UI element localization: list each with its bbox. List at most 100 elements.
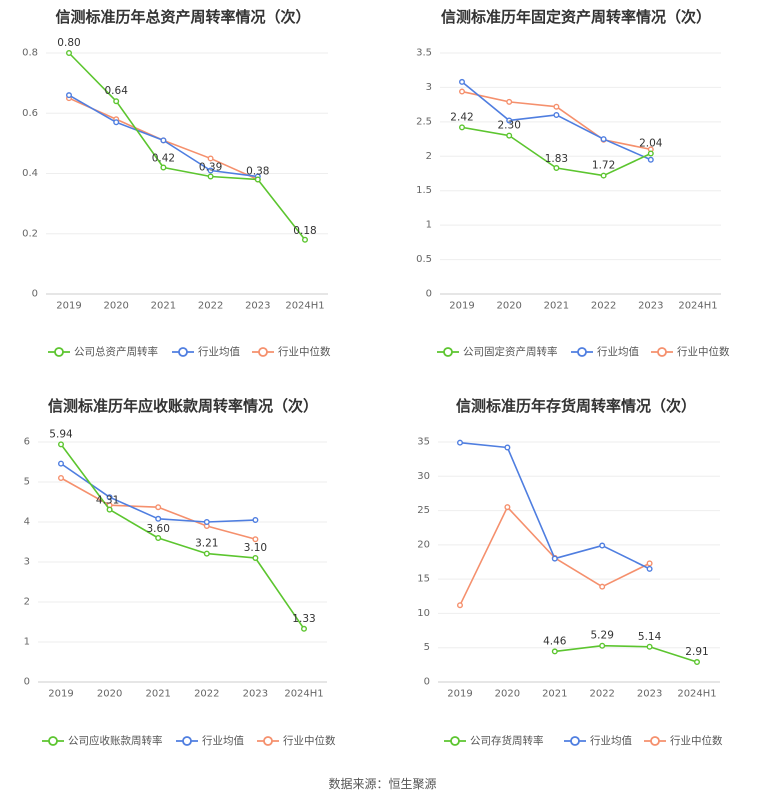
data-point bbox=[155, 504, 162, 511]
legend-item-1: 公司存货周转率 bbox=[444, 734, 544, 747]
data-label: 2.42 bbox=[450, 111, 473, 123]
y-tick-label: 3.5 bbox=[416, 48, 432, 59]
y-tick-label: 5 bbox=[424, 642, 430, 653]
legend-marker bbox=[48, 736, 58, 746]
data-point bbox=[457, 439, 464, 446]
x-tick-label: 2019 bbox=[48, 689, 73, 700]
y-tick-label: 0 bbox=[24, 677, 30, 688]
data-label: 5.29 bbox=[591, 630, 614, 642]
data-point bbox=[647, 150, 654, 157]
legend-item-1: 公司总资产周转率 bbox=[48, 345, 158, 358]
data-point bbox=[207, 167, 214, 174]
y-tick-label: 35 bbox=[417, 437, 430, 448]
chart-4: 信测标准历年存货周转率情况（次） 0 5 10 15 20 25 30 35 2019 2020 20… bbox=[417, 397, 723, 747]
series-line-1 bbox=[554, 644, 698, 663]
data-point bbox=[58, 475, 65, 482]
y-tick-label: 0.4 bbox=[22, 168, 38, 179]
legend-item-3: 行业中位数 bbox=[651, 345, 730, 358]
chart-2: 信测标准历年固定资产周转率情况（次） 0 0.5 1 1.5 2 2.5 3 3.5 2019 20… bbox=[416, 8, 730, 358]
legend-item-1: 公司固定资产周转率 bbox=[437, 345, 558, 358]
legend-marker bbox=[657, 347, 667, 357]
legend-marker bbox=[450, 736, 460, 746]
x-tick-label: 2019 bbox=[447, 689, 472, 700]
y-tick-label: 3 bbox=[24, 557, 30, 568]
data-point bbox=[599, 583, 606, 590]
series-line-3 bbox=[461, 90, 651, 151]
data-label: 5.94 bbox=[49, 428, 73, 440]
legend-marker bbox=[577, 347, 587, 357]
legend-label: 公司应收账款周转率 bbox=[68, 734, 163, 747]
x-tick-label: 2020 bbox=[495, 689, 520, 700]
legend-marker bbox=[650, 736, 660, 746]
data-point bbox=[599, 642, 606, 649]
legend-marker bbox=[182, 736, 192, 746]
x-tick-label: 2023 bbox=[638, 301, 663, 312]
legend-marker bbox=[54, 347, 64, 357]
data-point bbox=[600, 136, 607, 143]
chart-title: 信测标准历年应收账款周转率情况（次） bbox=[48, 397, 318, 415]
data-point bbox=[65, 92, 72, 99]
data-point bbox=[203, 550, 210, 557]
x-tick-label: 2019 bbox=[449, 301, 474, 312]
data-label: 3.21 bbox=[195, 538, 218, 550]
data-label: 2.91 bbox=[685, 646, 708, 658]
data-point bbox=[254, 176, 261, 183]
legend-label: 行业均值 bbox=[198, 345, 240, 358]
data-label: 4.46 bbox=[543, 635, 567, 647]
legend-label: 行业均值 bbox=[590, 734, 632, 747]
data-source-note: 数据来源：恒生聚源 bbox=[328, 777, 437, 791]
x-tick-label: 2023 bbox=[637, 689, 662, 700]
chart-title: 信测标准历年固定资产周转率情况（次） bbox=[441, 8, 711, 26]
y-tick-label: 4 bbox=[24, 517, 30, 528]
x-tick-label: 2022 bbox=[591, 301, 616, 312]
y-tick-label: 2 bbox=[426, 151, 432, 162]
y-tick-label: 2 bbox=[24, 597, 30, 608]
legend-item-2: 行业均值 bbox=[564, 734, 632, 747]
legend-marker bbox=[443, 347, 453, 357]
data-label: 0.38 bbox=[246, 166, 269, 178]
legend-label: 行业中位数 bbox=[278, 345, 331, 358]
y-tick-label: 25 bbox=[417, 505, 430, 516]
legend-item-3: 行业中位数 bbox=[257, 734, 336, 747]
legend-label: 公司存货周转率 bbox=[470, 734, 544, 747]
data-point bbox=[113, 119, 120, 126]
y-tick-label: 2.5 bbox=[416, 116, 432, 127]
data-point bbox=[459, 124, 466, 131]
y-tick-label: 0 bbox=[32, 289, 38, 300]
legend-label: 行业均值 bbox=[597, 345, 639, 358]
data-label: 0.42 bbox=[152, 152, 175, 164]
x-tick-label: 2024H1 bbox=[284, 689, 323, 700]
y-tick-label: 3 bbox=[426, 82, 432, 93]
legend-item-2: 行业均值 bbox=[176, 734, 244, 747]
legend-label: 行业中位数 bbox=[677, 345, 730, 358]
data-point bbox=[506, 117, 513, 124]
legend-marker bbox=[258, 347, 268, 357]
data-label: 0.18 bbox=[293, 225, 316, 237]
series-line-2 bbox=[459, 441, 650, 570]
data-point bbox=[65, 50, 72, 57]
data-point bbox=[113, 98, 120, 105]
data-point bbox=[160, 137, 167, 144]
data-label: 5.14 bbox=[638, 631, 662, 643]
y-tick-label: 0 bbox=[424, 677, 430, 688]
series-line-1 bbox=[60, 443, 305, 630]
legend-label: 公司总资产周转率 bbox=[74, 345, 158, 358]
data-point bbox=[106, 506, 113, 513]
data-point bbox=[600, 172, 607, 179]
data-point bbox=[155, 515, 162, 522]
data-point bbox=[646, 643, 653, 650]
x-tick-label: 2022 bbox=[198, 301, 223, 312]
data-point bbox=[553, 111, 560, 118]
data-point bbox=[58, 460, 65, 467]
data-label: 3.10 bbox=[244, 542, 267, 554]
y-tick-label: 5 bbox=[24, 477, 30, 488]
data-point bbox=[553, 103, 560, 110]
chart-1: 信测标准历年总资产周转率情况（次） 0 0.2 0.4 0.6 0.8 2019 2020 20… bbox=[22, 8, 331, 358]
data-point bbox=[551, 648, 558, 655]
y-tick-label: 30 bbox=[417, 471, 430, 482]
y-tick-label: 10 bbox=[417, 608, 430, 619]
y-tick-label: 20 bbox=[417, 539, 430, 550]
data-point bbox=[106, 494, 113, 501]
data-point bbox=[252, 555, 259, 562]
legend-item-3: 行业中位数 bbox=[252, 345, 331, 358]
